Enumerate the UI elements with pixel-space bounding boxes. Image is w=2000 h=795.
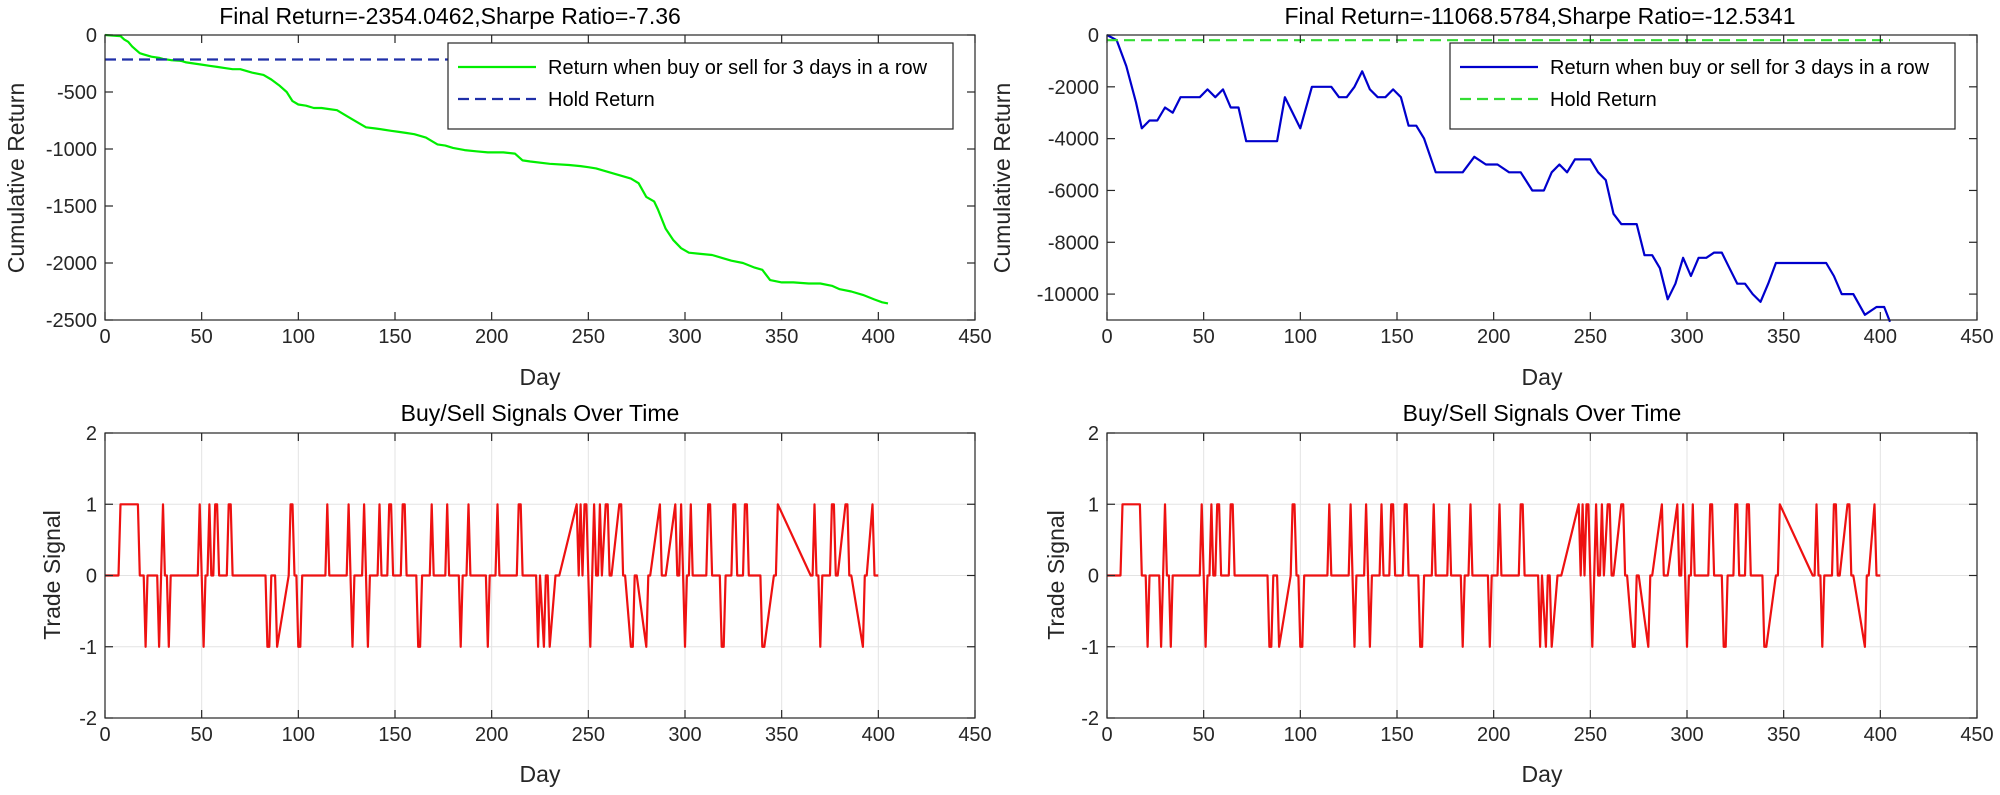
- x-tick-label: 250: [1574, 326, 1607, 348]
- x-axis-label: Day: [1522, 761, 1563, 787]
- x-tick-label: 100: [1284, 724, 1317, 746]
- x-axis-label: Day: [520, 364, 561, 390]
- x-tick-label: 50: [191, 326, 213, 348]
- legend: Return when buy or sell for 3 days in a …: [447, 42, 954, 130]
- legend-label: Hold Return: [1550, 89, 1657, 111]
- legend-label: Hold Return: [548, 89, 655, 111]
- x-tick-label: 150: [378, 724, 411, 746]
- y-axis-label: Trade Signal: [39, 510, 65, 640]
- y-tick-label: -2: [79, 708, 97, 730]
- chart-title: Final Return=-11068.5784,Sharpe Ratio=-1…: [1284, 3, 1795, 29]
- chart-title: Buy/Sell Signals Over Time: [1403, 400, 1682, 426]
- x-tick-label: 200: [1477, 326, 1510, 348]
- y-tick-label: 2: [86, 423, 97, 445]
- return-when-buy-or-sell-for-3-days-in-a-row-line: [104, 33, 889, 305]
- x-tick-label: 250: [572, 326, 605, 348]
- signal-line: [105, 503, 879, 648]
- plot-frame: [1106, 34, 1978, 321]
- signal-line: [1107, 503, 1881, 648]
- y-axis-label: Cumulative Return: [989, 83, 1015, 273]
- y-tick-label: -2500: [46, 310, 97, 332]
- x-tick-label: 50: [1193, 724, 1215, 746]
- x-tick-label: 400: [862, 724, 895, 746]
- x-axis-label: Day: [520, 761, 561, 787]
- x-tick-label: 350: [1767, 326, 1800, 348]
- chart-title: Buy/Sell Signals Over Time: [401, 400, 680, 426]
- y-tick-label: -2: [1081, 708, 1099, 730]
- legend: Return when buy or sell for 3 days in a …: [1449, 42, 1956, 130]
- x-tick-label: 400: [1864, 326, 1897, 348]
- x-tick-label: 400: [862, 326, 895, 348]
- x-tick-label: 150: [378, 326, 411, 348]
- x-tick-label: 400: [1864, 724, 1897, 746]
- subplot-bottom-right: Buy/Sell Signals Over Time Trade Signal …: [1043, 400, 1994, 787]
- plot-frame: [104, 34, 976, 321]
- x-tick-label: 300: [1670, 326, 1703, 348]
- x-tick-label: 300: [1670, 724, 1703, 746]
- x-tick-label: 450: [1960, 326, 1993, 348]
- x-tick-label: 150: [1380, 326, 1413, 348]
- y-tick-label: -4000: [1048, 129, 1099, 151]
- y-tick-label: -1500: [46, 196, 97, 218]
- y-tick-label: -2000: [1048, 77, 1099, 99]
- x-tick-label: 450: [958, 724, 991, 746]
- subplot-bottom-left: Buy/Sell Signals Over Time Trade Signal …: [39, 400, 992, 787]
- y-tick-label: 0: [1088, 566, 1099, 588]
- x-tick-label: 350: [1767, 724, 1800, 746]
- legend-label: Return when buy or sell for 3 days in a …: [1550, 57, 1930, 79]
- x-tick-label: 300: [668, 326, 701, 348]
- return-when-buy-or-sell-for-3-days-in-a-row-line: [1106, 34, 1892, 323]
- legend-box: [447, 42, 954, 130]
- y-tick-label: -1000: [46, 139, 97, 161]
- x-tick-label: 100: [282, 326, 315, 348]
- x-tick-label: 350: [765, 326, 798, 348]
- y-tick-label: 2: [1088, 423, 1099, 445]
- x-tick-label: 50: [1193, 326, 1215, 348]
- x-tick-label: 200: [1477, 724, 1510, 746]
- x-tick-label: 450: [958, 326, 991, 348]
- x-tick-label: 0: [1101, 724, 1112, 746]
- x-tick-label: 50: [191, 724, 213, 746]
- y-tick-label: -2000: [46, 253, 97, 275]
- y-tick-label: -500: [57, 82, 97, 104]
- x-tick-label: 200: [475, 326, 508, 348]
- y-tick-label: -8000: [1048, 232, 1099, 254]
- x-tick-label: 350: [765, 724, 798, 746]
- x-tick-label: 250: [1574, 724, 1607, 746]
- chart-title: Final Return=-2354.0462,Sharpe Ratio=-7.…: [219, 3, 681, 29]
- legend-label: Return when buy or sell for 3 days in a …: [548, 57, 928, 79]
- x-tick-label: 200: [475, 724, 508, 746]
- subplot-top-left: Final Return=-2354.0462,Sharpe Ratio=-7.…: [3, 3, 992, 390]
- y-axis-label: Trade Signal: [1043, 510, 1069, 640]
- x-tick-label: 0: [99, 326, 110, 348]
- subplot-top-right: Final Return=-11068.5784,Sharpe Ratio=-1…: [989, 3, 1994, 390]
- y-tick-label: 1: [1088, 494, 1099, 516]
- y-tick-label: 1: [86, 494, 97, 516]
- y-tick-label: 0: [1088, 25, 1099, 47]
- x-tick-label: 0: [99, 724, 110, 746]
- y-tick-label: -1: [1081, 637, 1099, 659]
- x-axis-label: Day: [1522, 364, 1563, 390]
- x-tick-label: 100: [282, 724, 315, 746]
- x-tick-label: 450: [1960, 724, 1993, 746]
- x-tick-label: 100: [1284, 326, 1317, 348]
- y-tick-label: 0: [86, 25, 97, 47]
- y-tick-label: 0: [86, 566, 97, 588]
- x-tick-label: 300: [668, 724, 701, 746]
- x-tick-label: 250: [572, 724, 605, 746]
- y-tick-label: -10000: [1037, 284, 1099, 306]
- x-tick-label: 0: [1101, 326, 1112, 348]
- y-axis-label: Cumulative Return: [3, 83, 29, 273]
- legend-box: [1449, 42, 1956, 130]
- y-tick-label: -6000: [1048, 180, 1099, 202]
- y-tick-label: -1: [79, 637, 97, 659]
- x-tick-label: 150: [1380, 724, 1413, 746]
